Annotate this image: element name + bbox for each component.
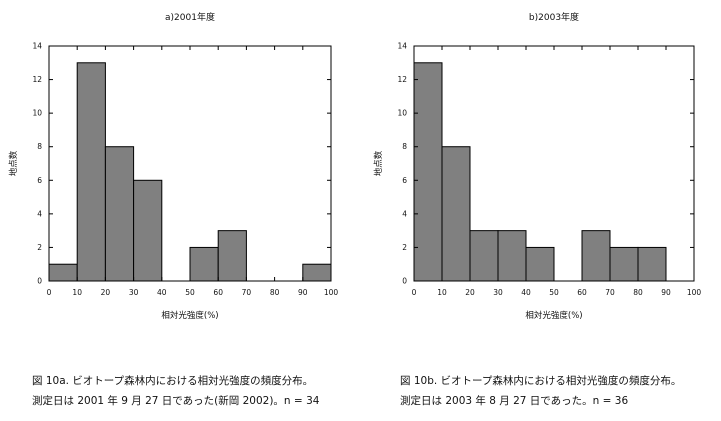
caption-a-line2: 測定日は 2001 年 9 月 27 日であった(新岡 2002)。n = 34 <box>32 395 320 407</box>
y-tick-label-a: 12 <box>32 75 42 84</box>
caption-a-line1: 図 10a. ビオトープ森林内における相対光強度の頻度分布。 <box>32 375 314 387</box>
x-tick-label-b: 80 <box>633 288 643 297</box>
x-tick-label-b: 30 <box>493 288 503 297</box>
histogram-bar-a <box>76 62 106 282</box>
x-tick-label-b: 100 <box>687 288 702 297</box>
histogram-figures: 0 10 20 30 40 50 60 70 80 90 10002468101214a)2001年… <box>8 11 702 321</box>
x-tick-label-a: 100 <box>324 288 339 297</box>
x-tick-label-a: 90 <box>298 288 308 297</box>
x-tick-label-b: 40 <box>521 288 531 297</box>
histogram-bar-a <box>133 179 163 282</box>
histogram-bar-b <box>497 230 527 282</box>
caption-b-line1: 図 10b. ビオトープ森林内における相対光強度の頻度分布。 <box>400 375 682 387</box>
x-tick-label-b: 0 <box>412 288 417 297</box>
x-tick-label-a: 30 <box>129 288 139 297</box>
x-tick-label-b: 70 <box>605 288 615 297</box>
histogram-bar-b <box>441 146 471 282</box>
x-axis-label-b: 相対光強度(%) <box>525 310 582 321</box>
x-tick-label-a: 80 <box>270 288 280 297</box>
x-tick-label-b: 90 <box>661 288 671 297</box>
histogram-bar-a <box>217 230 247 282</box>
chart-title-b: b)2003年度 <box>529 11 579 23</box>
x-tick-label-b: 50 <box>549 288 559 297</box>
y-tick-label-b: 0 <box>402 277 407 286</box>
histogram-bar-b <box>525 246 555 282</box>
y-axis-label-b: 地点数 <box>373 150 384 176</box>
y-tick-label-b: 10 <box>397 109 407 118</box>
y-tick-label-a: 2 <box>37 243 42 252</box>
caption-b-line2: 測定日は 2003 年 8 月 27 日であった。n = 36 <box>400 395 629 407</box>
chart-title-a: a)2001年度 <box>165 11 215 23</box>
y-tick-label-a: 0 <box>37 277 42 286</box>
x-tick-label-a: 50 <box>185 288 195 297</box>
y-tick-label-b: 4 <box>402 209 407 218</box>
histogram-bar-a <box>302 263 332 282</box>
x-tick-label-b: 20 <box>465 288 475 297</box>
x-tick-label-a: 0 <box>47 288 52 297</box>
x-tick-label-a: 60 <box>213 288 223 297</box>
histogram-bar-a <box>189 246 219 282</box>
histogram-bar-b <box>609 246 639 282</box>
y-tick-label-a: 14 <box>32 42 42 51</box>
x-tick-label-b: 10 <box>437 288 447 297</box>
y-tick-label-b: 2 <box>402 243 407 252</box>
histogram-bar-a <box>104 146 135 282</box>
x-tick-label-a: 10 <box>72 288 82 297</box>
histogram-bar-a <box>48 263 78 282</box>
y-tick-label-a: 4 <box>37 209 42 218</box>
histogram-bar-b <box>469 230 499 282</box>
x-tick-label-a: 20 <box>101 288 111 297</box>
x-tick-label-a: 40 <box>157 288 167 297</box>
x-axis-label-a: 相対光強度(%) <box>161 310 218 321</box>
histogram-bar-b <box>637 246 667 282</box>
figure-caption-a: 図 10a. ビオトープ森林内における相対光強度の頻度分布。 測定日は 2001… <box>32 371 319 411</box>
y-tick-label-b: 8 <box>402 142 407 151</box>
histogram-bar-b <box>581 230 611 282</box>
y-tick-label-a: 8 <box>37 142 42 151</box>
y-tick-label-a: 6 <box>37 176 42 185</box>
figure-caption-b: 図 10b. ビオトープ森林内における相対光強度の頻度分布。 測定日は 2003… <box>400 371 681 411</box>
histogram-bar-b <box>413 62 443 282</box>
y-tick-label-b: 12 <box>397 75 407 84</box>
y-tick-label-b: 14 <box>397 42 407 51</box>
y-axis-label-a: 地点数 <box>8 150 19 176</box>
y-tick-label-b: 6 <box>402 176 407 185</box>
x-tick-label-a: 70 <box>242 288 252 297</box>
y-tick-label-a: 10 <box>32 109 42 118</box>
x-tick-label-b: 60 <box>577 288 587 297</box>
